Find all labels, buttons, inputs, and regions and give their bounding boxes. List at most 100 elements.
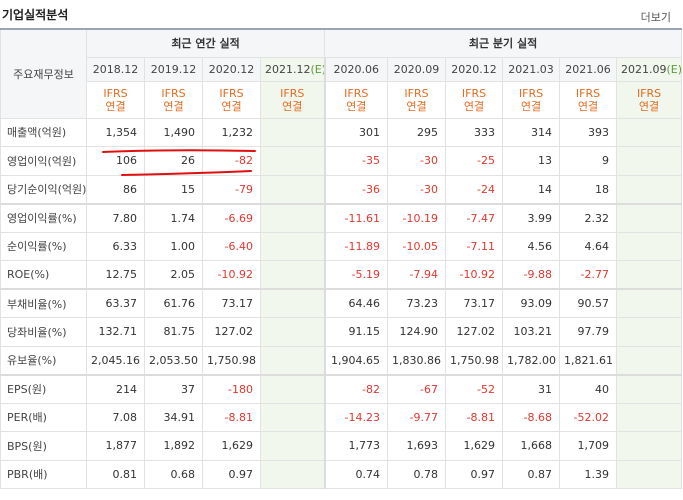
- table-cell: -11.61: [323, 202, 389, 233]
- table-cell: -10.05: [387, 231, 447, 261]
- table-cell: [259, 431, 326, 461]
- accounting-standard: IFRS 연결: [616, 80, 683, 119]
- table-cell: -25: [445, 146, 504, 176]
- table-cell: 7.80: [86, 202, 145, 233]
- table-cell: 37: [144, 373, 203, 404]
- row-label: 영업이익률(%): [0, 202, 87, 233]
- table-cell: 31: [502, 373, 561, 404]
- table-cell: 18: [559, 174, 618, 204]
- table-cell: 132.71: [86, 317, 145, 347]
- table-cell: [259, 231, 326, 261]
- table-cell: 295: [387, 117, 447, 147]
- table-cell: -82: [323, 373, 389, 404]
- table-cell: [616, 402, 683, 432]
- estimate-marker: (E): [310, 62, 325, 76]
- table-cell: 393: [559, 117, 618, 147]
- table-cell: 1,490: [144, 117, 203, 147]
- table-cell: 1,750.98: [445, 345, 504, 375]
- table-cell: 1,629: [445, 431, 504, 461]
- table-cell: 1.00: [144, 231, 203, 261]
- row-label: PER(배): [0, 402, 87, 432]
- table-cell: 1,354: [86, 117, 145, 147]
- accounting-standard: IFRS 연결: [559, 80, 618, 119]
- accounting-standard: IFRS 연결: [387, 80, 447, 119]
- table-cell: -8.68: [502, 402, 561, 432]
- table-cell: 34.91: [144, 402, 203, 432]
- estimate-marker: (E): [666, 62, 682, 76]
- table-cell: [616, 345, 683, 375]
- table-cell: 1.39: [559, 459, 618, 489]
- table-cell: -30: [387, 146, 447, 176]
- row-label: 유보율(%): [0, 345, 87, 375]
- table-cell: -6.69: [202, 202, 261, 233]
- table-cell: [616, 202, 683, 233]
- table-cell: 0.68: [144, 459, 203, 489]
- table-cell: -7.94: [387, 260, 447, 290]
- table-cell: [616, 260, 683, 290]
- accounting-standard: IFRS 연결: [259, 80, 326, 119]
- row-label: EPS(원): [0, 373, 87, 404]
- table-cell: 13: [502, 146, 561, 176]
- table-row: PBR(배) 0.81 0.68 0.97 0.74 0.78 0.97 0.87 1.39: [0, 459, 683, 489]
- table-cell: -10.92: [202, 260, 261, 290]
- table-cell: 1,232: [202, 117, 261, 147]
- table-cell: -2.77: [559, 260, 618, 290]
- table-row: 부채비율(%) 63.37 61.76 73.17 64.46 73.23 73.17 93.…: [0, 288, 683, 318]
- period-header: 2020.12: [202, 56, 261, 82]
- table-cell: [616, 288, 683, 318]
- table-cell: [259, 345, 326, 375]
- table-cell: 6.33: [86, 231, 145, 261]
- table-cell: 1,904.65: [323, 345, 389, 375]
- table-cell: -6.40: [202, 231, 261, 261]
- table-cell: 1,892: [144, 431, 203, 461]
- table-cell: 1,693: [387, 431, 447, 461]
- accounting-standard: IFRS 연결: [445, 80, 504, 119]
- table-cell: 90.57: [559, 288, 618, 318]
- table-cell: -8.81: [445, 402, 504, 432]
- table-cell: [616, 373, 683, 404]
- table-cell: 73.17: [202, 288, 261, 318]
- table-cell: 91.15: [323, 317, 389, 347]
- table-cell: 3.99: [502, 202, 561, 233]
- table-cell: 7.08: [86, 402, 145, 432]
- table-cell: [259, 146, 326, 176]
- table-cell: 73.17: [445, 288, 504, 318]
- table-cell: 15: [144, 174, 203, 204]
- row-label: ROE(%): [0, 260, 87, 290]
- table-cell: 0.74: [323, 459, 389, 489]
- table-cell: 61.76: [144, 288, 203, 318]
- table-cell: [259, 288, 326, 318]
- more-link[interactable]: 더보기: [640, 11, 671, 24]
- table-cell: 81.75: [144, 317, 203, 347]
- table-cell: 106: [86, 146, 145, 176]
- table-cell: -67: [387, 373, 447, 404]
- accounting-standard: IFRS 연결: [202, 80, 261, 119]
- table-cell: 1,773: [323, 431, 389, 461]
- table-row: 영업이익률(%) 7.80 1.74 -6.69 -11.61 -10.19 -7.47 3.…: [0, 202, 683, 233]
- table-cell: 73.23: [387, 288, 447, 318]
- table-cell: -30: [387, 174, 447, 204]
- table-cell: 0.81: [86, 459, 145, 489]
- table-row: 매출액(억원) 1,354 1,490 1,232 301 295 333 314 393: [0, 117, 683, 147]
- row-label: 매출액(억원): [0, 117, 87, 147]
- row-label: 영업이익(억원): [0, 146, 87, 176]
- table-cell: 1,830.86: [387, 345, 447, 375]
- accounting-standard: IFRS 연결: [323, 80, 389, 119]
- table-cell: [259, 174, 326, 204]
- section-header: 기업실적분석 더보기: [0, 0, 683, 28]
- table-cell: 301: [323, 117, 389, 147]
- table-cell: [616, 117, 683, 147]
- table-cell: 97.79: [559, 317, 618, 347]
- table-cell: 1,629: [202, 431, 261, 461]
- table-cell: [259, 402, 326, 432]
- table-cell: -9.77: [387, 402, 447, 432]
- quarterly-group-header: 최근 분기 실적: [324, 28, 683, 58]
- table-cell: 86: [86, 174, 145, 204]
- table-cell: -35: [323, 146, 389, 176]
- table-row: 영업이익(억원) 106 26 -82 -35 -30 -25 13 9: [0, 146, 683, 176]
- table-row: 당좌비율(%) 132.71 81.75 127.02 91.15 124.90 127.0…: [0, 317, 683, 347]
- row-label: BPS(원): [0, 431, 87, 461]
- table-cell: -5.19: [323, 260, 389, 290]
- table-cell: 1,668: [502, 431, 561, 461]
- table-cell: 2,045.16: [86, 345, 145, 375]
